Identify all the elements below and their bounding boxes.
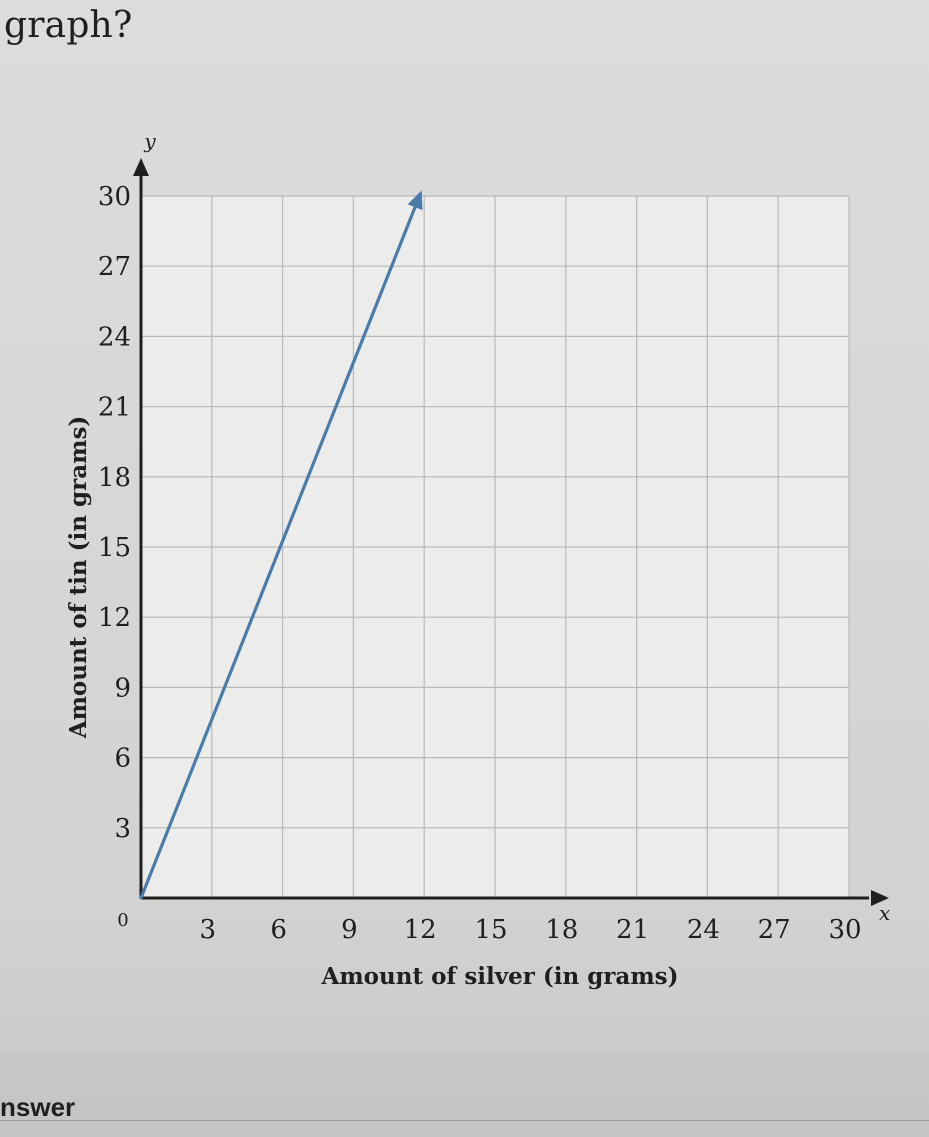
chart-series [139,190,423,900]
x-tick-label: 6 [270,915,287,945]
answer-underline [0,1120,929,1121]
x-tick-label: 15 [474,915,507,945]
x-tick-label: 12 [404,915,437,945]
answer-area-band [0,1050,929,1137]
series-arrowhead [407,190,423,211]
x-tick-label: 24 [687,915,720,945]
x-tick-label: 9 [341,915,358,945]
x-tick-label: 3 [200,915,217,945]
x-axis-arrowhead [871,890,889,906]
y-tick-label: 3 [114,814,131,844]
chart-grid [141,195,850,898]
x-axis-title: Amount of silver (in grams) [320,963,678,990]
y-tick-label: 24 [98,322,131,352]
y-tick-label: 12 [98,603,131,633]
y-axis-variable: y [143,129,156,153]
chart-axes [133,158,889,906]
x-axis-variable: x [879,901,890,925]
y-tick-label: 6 [114,744,131,774]
question-text-fragment: graph? [4,5,133,46]
x-tick-label: 30 [828,915,861,945]
x-tick-label: 18 [545,915,578,945]
x-tick-label: 21 [616,915,649,945]
y-tick-label: 9 [114,673,131,703]
y-tick-label: 27 [98,252,131,282]
y-axis-title: Amount of tin (in grams) [65,416,92,740]
y-tick-label: 15 [98,533,131,563]
y-tick-label: 30 [98,182,131,212]
y-tick-label: 18 [98,463,131,493]
y-tick-labels: 3 6 9 12 15 18 21 24 27 30 [98,182,131,844]
answer-label: nswer [0,1092,76,1122]
y-tick-label: 21 [98,393,131,423]
x-tick-labels: 3 6 9 12 15 18 21 24 27 30 [200,915,862,945]
origin-label: 0 [117,910,128,931]
y-axis-arrowhead [133,158,149,176]
x-tick-label: 27 [758,915,791,945]
series-line [139,194,422,900]
